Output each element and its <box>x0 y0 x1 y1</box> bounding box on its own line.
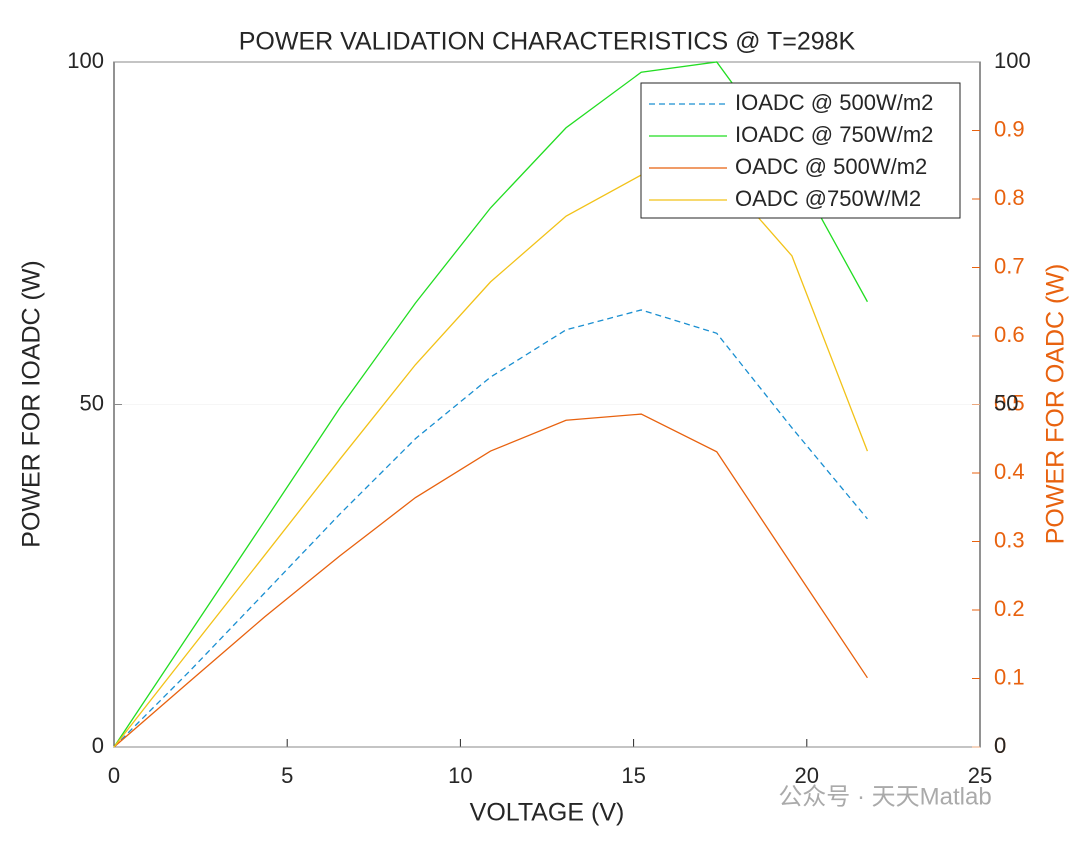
y-tick-label: 50 <box>80 390 104 415</box>
y2-tick-label: 0.9 <box>994 116 1025 141</box>
watermark: 公众号 · 天天Matlab <box>778 783 991 810</box>
y2-tick-label: 0.4 <box>994 459 1025 484</box>
y-axis-label: POWER FOR IOADC (W) <box>18 260 46 547</box>
y-tick-label-right: 50 <box>994 390 1018 415</box>
legend-label: OADC @ 500W/m2 <box>735 154 927 179</box>
x-tick-label: 5 <box>281 763 293 788</box>
y-tick-label-right: 100 <box>994 48 1031 73</box>
x-axis-label: VOLTAGE (V) <box>470 799 625 827</box>
y-tick-label-right: 0 <box>994 733 1006 758</box>
legend-label: OADC @750W/M2 <box>735 186 921 211</box>
y2-tick-label: 0.8 <box>994 185 1025 210</box>
y-tick-label: 100 <box>67 48 104 73</box>
y2-tick-label: 0.3 <box>994 527 1025 552</box>
series-line <box>113 309 868 748</box>
x-tick-label: 15 <box>621 763 645 788</box>
y2-tick-label: 0.2 <box>994 596 1025 621</box>
y2-axis-label: POWER FOR OADC (W) <box>1042 264 1070 545</box>
series-line <box>113 413 868 748</box>
y2-tick-label: 0 <box>994 733 1006 758</box>
y2-tick-label: 0.5 <box>994 390 1025 415</box>
legend-label: IOADC @ 750W/m2 <box>735 122 933 147</box>
legend-box <box>640 82 961 219</box>
legend-label: IOADC @ 500W/m2 <box>735 90 933 115</box>
x-tick-label: 20 <box>795 763 819 788</box>
y-tick-label: 0 <box>92 733 104 758</box>
chart-title: POWER VALIDATION CHARACTERISTICS @ T=298… <box>239 28 856 56</box>
y2-tick-label: 0.7 <box>994 253 1025 278</box>
y2-tick-label: 0.1 <box>994 664 1025 689</box>
x-tick-label: 10 <box>448 763 472 788</box>
y2-tick-label: 0.6 <box>994 322 1025 347</box>
x-tick-label: 25 <box>968 763 992 788</box>
x-tick-label: 0 <box>108 763 120 788</box>
